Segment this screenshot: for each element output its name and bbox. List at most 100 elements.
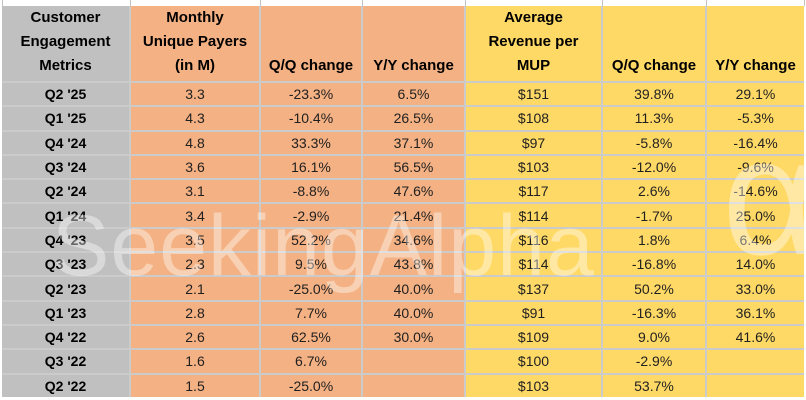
- column-header-mup-yy-change: Y/Y change: [363, 6, 464, 81]
- cell-mup-qq-change: -23.3%: [261, 83, 361, 106]
- cell-mup-yy-change: 21.4%: [363, 204, 464, 227]
- row-label-quarter: Q1 '25: [2, 107, 129, 130]
- cell-mup-yy-change: 34.6%: [363, 228, 464, 252]
- row-label-quarter: Q3 '23: [2, 253, 129, 276]
- cell-arpm-qq-change: -16.8%: [603, 253, 705, 276]
- column-header-arpm-qq-change: Q/Q change: [603, 6, 705, 81]
- gridline-tick: [2, 0, 3, 6]
- row-label-quarter: Q2 '24: [2, 180, 129, 203]
- gridline-tick: [465, 0, 466, 6]
- row-label-quarter: Q2 '22: [2, 374, 129, 397]
- cell-arpm: $103: [466, 374, 601, 397]
- cell-arpm-qq-change: 9.0%: [603, 325, 705, 349]
- cell-arpm-qq-change: -1.7%: [603, 204, 705, 227]
- column-header-metrics: Customer Engagement Metrics: [2, 6, 129, 81]
- cell-arpm-qq-change: -5.8%: [603, 131, 705, 154]
- cell-mup-yy-change: 40.0%: [363, 277, 464, 300]
- cell-arpm: $114: [466, 204, 601, 227]
- cell-arpm-yy-change: -5.3%: [707, 107, 804, 130]
- cell-mup-qq-change: 7.7%: [261, 301, 361, 324]
- row-label-quarter: Q1 '24: [2, 204, 129, 227]
- cell-mup-yy-change: 56.5%: [363, 155, 464, 179]
- cell-arpm-yy-change: 36.1%: [707, 301, 804, 324]
- cell-mup-qq-change: 33.3%: [261, 131, 361, 154]
- cell-arpm-yy-change: [707, 350, 804, 373]
- cell-mup: 2.8: [131, 301, 259, 324]
- cell-mup-yy-change: 47.6%: [363, 180, 464, 203]
- gridline-tick: [362, 0, 363, 6]
- cell-mup: 2.1: [131, 277, 259, 300]
- column-header-arpm-yy-change: Y/Y change: [707, 6, 804, 81]
- cell-arpm-qq-change: -16.3%: [603, 301, 705, 324]
- gridline-tick: [260, 0, 261, 6]
- cell-arpm-qq-change: -12.0%: [603, 155, 705, 179]
- gridline-tick: [602, 0, 603, 6]
- gridline-tick: [706, 0, 707, 6]
- cell-mup-yy-change: 30.0%: [363, 325, 464, 349]
- cell-mup-yy-change: [363, 374, 464, 397]
- customer-engagement-metrics-table: Customer Engagement Metrics Monthly Uniqu…: [2, 6, 804, 397]
- cell-mup-yy-change: 26.5%: [363, 107, 464, 130]
- cell-arpm-qq-change: 1.8%: [603, 228, 705, 252]
- cell-arpm-yy-change: 14.0%: [707, 253, 804, 276]
- cell-arpm: $117: [466, 180, 601, 203]
- cell-arpm: $108: [466, 107, 601, 130]
- cell-mup-qq-change: -10.4%: [261, 107, 361, 130]
- cell-arpm-yy-change: [707, 374, 804, 397]
- cell-mup-yy-change: 40.0%: [363, 301, 464, 324]
- cell-mup-qq-change: 52.2%: [261, 228, 361, 252]
- cell-mup-qq-change: -25.0%: [261, 374, 361, 397]
- cell-arpm-qq-change: 50.2%: [603, 277, 705, 300]
- cell-arpm: $100: [466, 350, 601, 373]
- cell-mup-yy-change: 37.1%: [363, 131, 464, 154]
- row-label-quarter: Q2 '25: [2, 83, 129, 106]
- cell-arpm: $91: [466, 301, 601, 324]
- cell-arpm-yy-change: 6.4%: [707, 228, 804, 252]
- column-header-arpm: Average Revenue per MUP: [466, 6, 601, 81]
- cell-arpm-yy-change: -16.4%: [707, 131, 804, 154]
- cell-mup: 2.6: [131, 325, 259, 349]
- cell-mup-qq-change: 16.1%: [261, 155, 361, 179]
- cell-arpm: $109: [466, 325, 601, 349]
- cell-arpm: $97: [466, 131, 601, 154]
- cell-arpm-qq-change: 11.3%: [603, 107, 705, 130]
- row-label-quarter: Q3 '22: [2, 350, 129, 373]
- row-label-quarter: Q2 '23: [2, 277, 129, 300]
- column-header-mup-qq-change: Q/Q change: [261, 6, 361, 81]
- cell-mup-qq-change: 6.7%: [261, 350, 361, 373]
- cell-arpm-yy-change: 41.6%: [707, 325, 804, 349]
- cell-arpm-yy-change: -14.6%: [707, 180, 804, 203]
- row-label-quarter: Q4 '24: [2, 131, 129, 154]
- cell-arpm: $103: [466, 155, 601, 179]
- cell-mup: 3.1: [131, 180, 259, 203]
- cell-arpm-qq-change: -2.9%: [603, 350, 705, 373]
- column-header-mup: Monthly Unique Payers (in M): [131, 6, 259, 81]
- cell-mup: 4.8: [131, 131, 259, 154]
- cell-arpm-qq-change: 2.6%: [603, 180, 705, 203]
- gridline-tick: [804, 0, 805, 6]
- cell-mup-yy-change: [363, 350, 464, 373]
- cell-mup-qq-change: -8.8%: [261, 180, 361, 203]
- row-label-quarter: Q4 '22: [2, 325, 129, 349]
- cell-arpm-yy-change: -9.6%: [707, 155, 804, 179]
- cell-arpm: $151: [466, 83, 601, 106]
- cell-mup: 3.5: [131, 228, 259, 252]
- cell-arpm: $137: [466, 277, 601, 300]
- cell-mup-qq-change: 62.5%: [261, 325, 361, 349]
- row-label-quarter: Q1 '23: [2, 301, 129, 324]
- cell-mup: 2.3: [131, 253, 259, 276]
- cell-mup: 1.6: [131, 350, 259, 373]
- cell-mup-qq-change: -2.9%: [261, 204, 361, 227]
- cell-mup-qq-change: 9.5%: [261, 253, 361, 276]
- cell-mup-yy-change: 6.5%: [363, 83, 464, 106]
- cell-arpm: $116: [466, 228, 601, 252]
- cell-arpm-qq-change: 53.7%: [603, 374, 705, 397]
- gridline-tick: [130, 0, 131, 6]
- cell-mup: 1.5: [131, 374, 259, 397]
- cell-mup: 3.3: [131, 83, 259, 106]
- cell-arpm-yy-change: 29.1%: [707, 83, 804, 106]
- cell-arpm-qq-change: 39.8%: [603, 83, 705, 106]
- cell-mup-qq-change: -25.0%: [261, 277, 361, 300]
- cell-mup: 4.3: [131, 107, 259, 130]
- cell-mup-yy-change: 43.8%: [363, 253, 464, 276]
